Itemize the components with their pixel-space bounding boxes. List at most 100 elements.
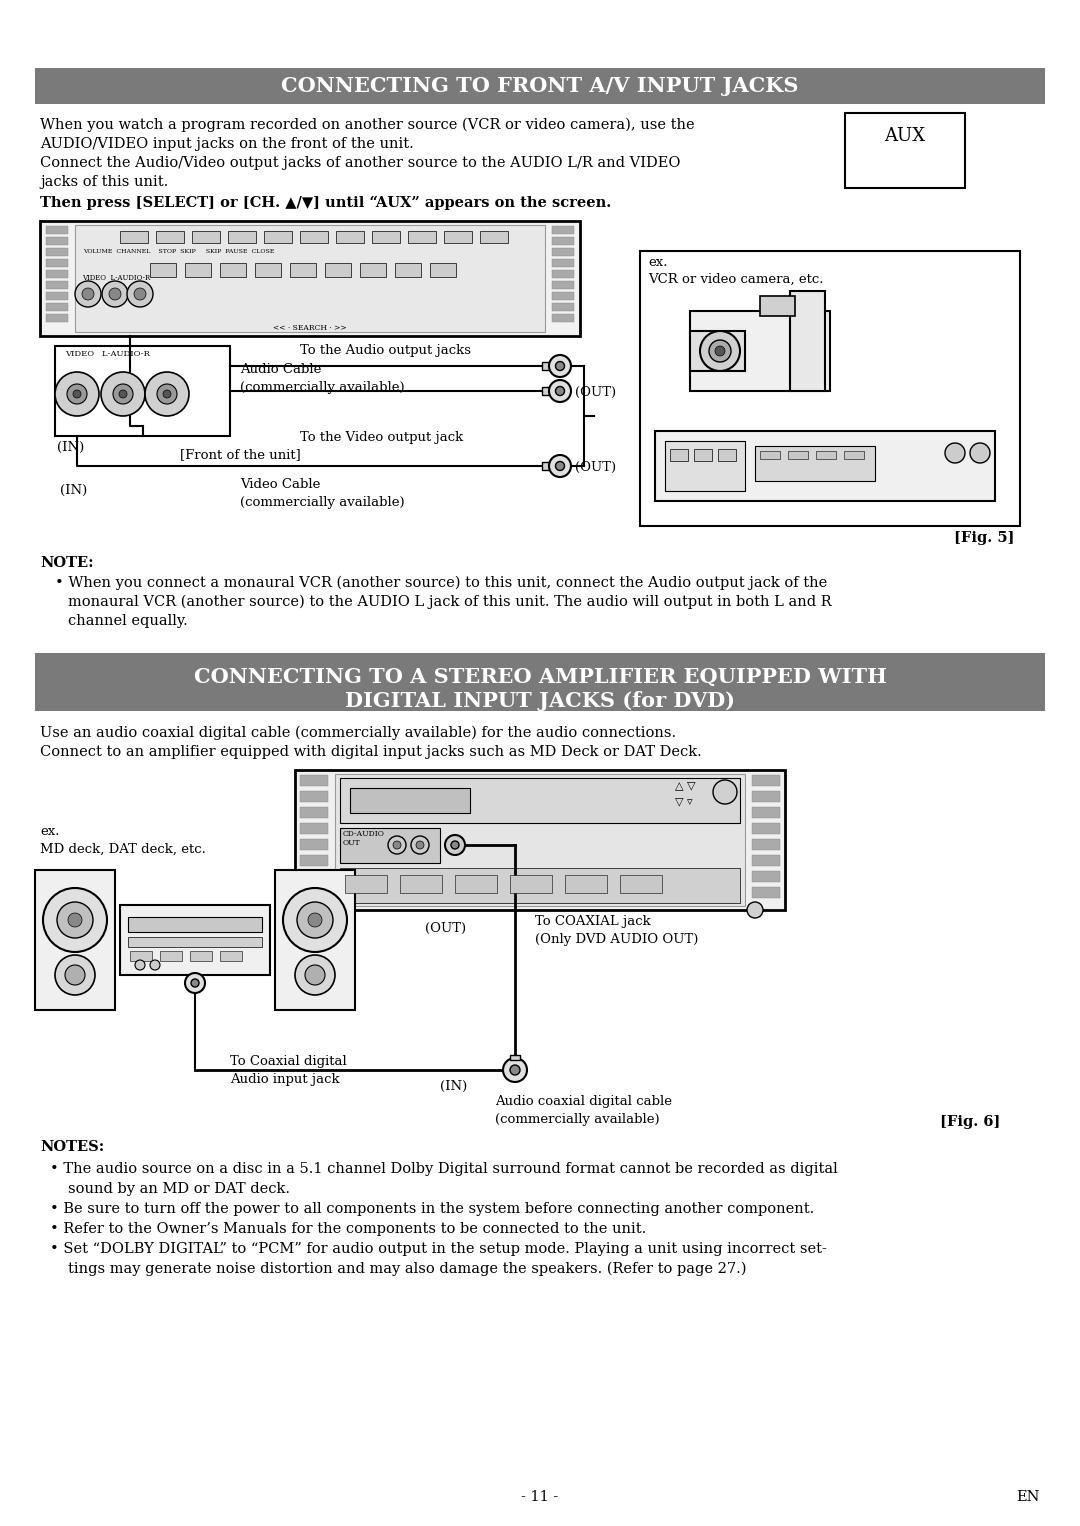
Bar [300, 807, 328, 818]
Circle shape [65, 964, 85, 984]
Circle shape [393, 841, 401, 848]
Bar [340, 868, 740, 903]
Circle shape [185, 974, 205, 993]
Circle shape [555, 362, 565, 371]
Bar [275, 870, 355, 1010]
Bar [400, 874, 442, 893]
Text: [Fig. 6]: [Fig. 6] [940, 1116, 1000, 1129]
Bar [255, 262, 281, 278]
Circle shape [305, 964, 325, 984]
Text: Audio input jack: Audio input jack [230, 1073, 339, 1087]
Bar [75, 224, 545, 333]
Bar [552, 226, 573, 233]
Bar [552, 281, 573, 288]
Text: (commercially available): (commercially available) [495, 1112, 660, 1126]
Bar [35, 653, 1045, 711]
Bar [192, 230, 220, 243]
Circle shape [163, 391, 171, 398]
Text: [Fig. 5]: [Fig. 5] [955, 531, 1015, 545]
Text: - 11 -: - 11 - [522, 1489, 558, 1505]
Bar [552, 314, 573, 322]
Circle shape [283, 888, 347, 952]
Circle shape [388, 836, 406, 855]
Bar [372, 230, 400, 243]
Text: Connect to an amplifier equipped with digital input jacks such as MD Deck or DAT: Connect to an amplifier equipped with di… [40, 745, 702, 758]
Bar [552, 259, 573, 267]
Text: (IN): (IN) [440, 1080, 468, 1093]
Bar [120, 905, 270, 975]
Circle shape [416, 841, 424, 848]
Bar [325, 262, 351, 278]
Bar [300, 839, 328, 850]
Circle shape [57, 902, 93, 938]
Bar [760, 452, 780, 459]
Bar [228, 230, 256, 243]
Bar [552, 270, 573, 278]
Circle shape [549, 455, 571, 478]
Bar [350, 787, 470, 813]
Bar [300, 855, 328, 865]
Text: Audio coaxial digital cable: Audio coaxial digital cable [495, 1096, 672, 1108]
Bar [694, 449, 712, 461]
Bar [220, 262, 246, 278]
Bar [752, 823, 780, 835]
Circle shape [67, 385, 87, 404]
Text: (OUT): (OUT) [575, 461, 616, 475]
Text: VCR or video camera, etc.: VCR or video camera, etc. [648, 273, 824, 285]
Bar [430, 262, 456, 278]
Bar [690, 311, 831, 391]
Text: To COAXIAL jack: To COAXIAL jack [535, 916, 651, 928]
Bar [552, 249, 573, 256]
Bar [542, 362, 561, 369]
Text: ex.: ex. [40, 826, 59, 838]
Bar [510, 874, 552, 893]
Bar [752, 839, 780, 850]
Bar [46, 226, 68, 233]
Bar [35, 870, 114, 1010]
Circle shape [102, 281, 129, 307]
Bar [760, 296, 795, 316]
Bar [788, 452, 808, 459]
Text: △ ▽: △ ▽ [675, 780, 696, 790]
Bar [300, 887, 328, 897]
Text: (IN): (IN) [57, 441, 84, 455]
Text: VIDEO  L-AUDIO-R: VIDEO L-AUDIO-R [82, 275, 150, 282]
Bar [220, 951, 242, 961]
Text: CONNECTING TO A STEREO AMPLIFIER EQUIPPED WITH: CONNECTING TO A STEREO AMPLIFIER EQUIPPE… [193, 667, 887, 687]
Circle shape [157, 385, 177, 404]
Text: Use an audio coaxial digital cable (commercially available) for the audio connec: Use an audio coaxial digital cable (comm… [40, 726, 676, 740]
Bar [565, 874, 607, 893]
Bar [340, 778, 740, 823]
Bar [510, 1054, 519, 1061]
Text: (commercially available): (commercially available) [240, 382, 405, 394]
Circle shape [308, 913, 322, 926]
Bar [129, 917, 262, 932]
Text: • Set “DOLBY DIGITAL” to “PCM” for audio output in the setup mode. Playing a uni: • Set “DOLBY DIGITAL” to “PCM” for audio… [50, 1242, 827, 1256]
Bar [620, 874, 662, 893]
Text: • When you connect a monaural VCR (another source) to this unit, connect the Aud: • When you connect a monaural VCR (anoth… [55, 575, 827, 591]
Text: ex.: ex. [648, 256, 667, 269]
Circle shape [75, 281, 102, 307]
Text: Video Cable: Video Cable [240, 478, 321, 491]
Circle shape [700, 331, 740, 371]
Circle shape [135, 960, 145, 971]
Circle shape [510, 1065, 519, 1074]
Bar [752, 807, 780, 818]
Text: CONNECTING TO FRONT A/V INPUT JACKS: CONNECTING TO FRONT A/V INPUT JACKS [281, 76, 799, 96]
Bar [300, 871, 328, 882]
Bar [654, 430, 995, 501]
Text: Connect the Audio/Video output jacks of another source to the AUDIO L/R and VIDE: Connect the Audio/Video output jacks of … [40, 156, 680, 169]
Text: monaural VCR (another source) to the AUDIO L jack of this unit. The audio will o: monaural VCR (another source) to the AUD… [68, 595, 832, 609]
Circle shape [318, 902, 333, 919]
Bar [130, 951, 152, 961]
Circle shape [145, 372, 189, 417]
Bar [444, 230, 472, 243]
Bar [789, 291, 825, 391]
Text: • The audio source on a disc in a 5.1 channel Dolby Digital surround format cann: • The audio source on a disc in a 5.1 ch… [50, 1161, 838, 1177]
Bar [665, 441, 745, 491]
Text: (OUT): (OUT) [426, 922, 467, 935]
Bar [46, 237, 68, 246]
Text: CD-AUDIO
OUT: CD-AUDIO OUT [343, 830, 384, 847]
Circle shape [43, 888, 107, 952]
Bar [46, 249, 68, 256]
